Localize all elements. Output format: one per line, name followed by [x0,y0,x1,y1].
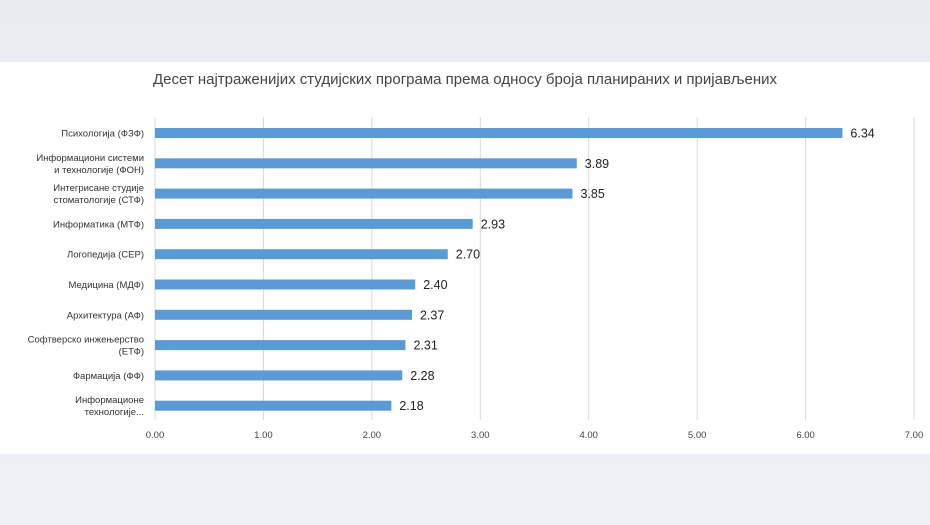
data-label: 2.37 [420,308,444,322]
x-tick-label: 2.00 [363,430,382,441]
category-label: Архитектура (АФ) [67,310,144,321]
category-label-line: Медицина (МДФ) [68,280,144,291]
bar [155,400,392,411]
chart-panel: Десет најтраженијих студијских програма … [0,62,930,454]
category-label-line: технологије... [85,407,144,418]
category-label-line: Интегрисане студије [53,183,144,194]
bar [155,158,577,169]
category-label: Информациони системи и технологије (ФОН) [36,153,144,176]
data-label: 2.28 [410,369,434,383]
category-label: Информатика (МТФ) [53,219,144,230]
category-label-line: Архитектура (АФ) [67,310,144,321]
bar [155,128,843,138]
category-label-line: Информациони системи [36,153,144,164]
bar [155,370,403,381]
bar [155,218,473,229]
category-label-line: (ЕТФ) [119,347,144,358]
category-label-line: стоматологије (СТФ) [53,195,144,206]
data-label: 2.40 [423,278,447,292]
category-label: Психологија (ФЗФ) [61,129,144,140]
category-label-line: Софтверско инжењерство [28,335,144,346]
data-label: 2.93 [481,217,505,231]
category-label-line: Фармација (ФФ) [73,371,144,382]
category-label-line: Логопедија (СЕР) [67,250,144,261]
category-label-line: Психологија (ФЗФ) [61,129,144,140]
bar [155,188,573,199]
data-label: 2.31 [413,339,437,353]
data-label: 2.18 [399,399,423,413]
category-label: Информационе технологије... [75,395,144,418]
x-tick-label: 7.00 [905,430,924,441]
category-label-line: Информатика (МТФ) [53,219,144,230]
bar [155,309,412,320]
category-label: Логопедија (СЕР) [67,250,144,261]
bar [155,279,416,290]
data-label: 2.70 [456,248,480,262]
data-label: 6.34 [850,127,874,141]
category-label: Медицина (МДФ) [68,280,144,291]
x-tick-label: 6.00 [796,430,815,441]
x-tick-label: 4.00 [579,430,598,441]
data-label: 3.89 [585,157,609,171]
category-label: Интегрисане студије стоматологије (СТФ) [53,183,144,206]
category-label-line: Информационе [75,395,144,406]
chart-title: Десет најтраженијих студијских програма … [152,71,778,88]
bar [155,249,448,260]
x-tick-label: 0.00 [146,430,165,441]
x-tick-label: 1.00 [254,430,273,441]
x-tick-label: 5.00 [688,430,707,441]
category-label: Фармација (ФФ) [73,371,144,382]
data-label: 3.85 [580,187,604,201]
bar [155,340,406,351]
bar-chart: 0.00 1.00 2.00 3.00 4.00 5.00 6.00 7.00 Психолог… [28,117,924,441]
category-label: Софтверско инжењерство (ЕТФ) [28,335,144,358]
x-tick-label: 3.00 [471,430,490,441]
category-label-line: и технологије (ФОН) [54,165,144,176]
